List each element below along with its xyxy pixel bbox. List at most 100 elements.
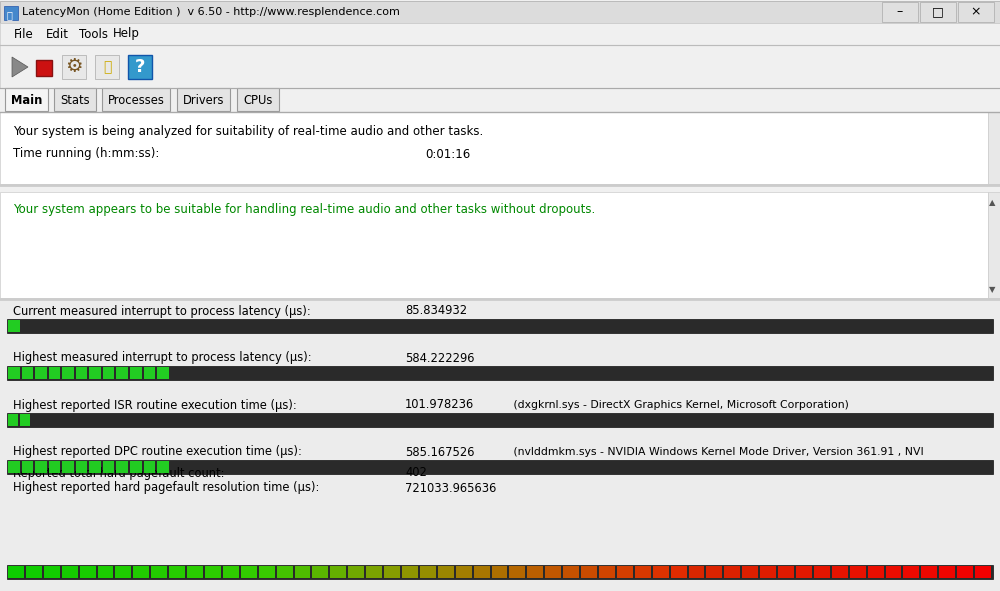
Bar bbox=[850, 566, 866, 578]
Bar bbox=[456, 566, 472, 578]
Bar bbox=[98, 566, 113, 578]
Bar bbox=[49, 461, 60, 473]
Bar bbox=[8, 320, 20, 332]
Bar bbox=[5, 88, 48, 111]
Bar bbox=[54, 88, 96, 111]
Bar bbox=[599, 566, 615, 578]
Bar bbox=[8, 367, 20, 379]
Text: Main: Main bbox=[11, 93, 42, 106]
Bar bbox=[144, 367, 155, 379]
Text: –: – bbox=[897, 5, 903, 18]
Bar bbox=[0, 299, 1000, 591]
Bar bbox=[7, 319, 993, 333]
Bar bbox=[635, 566, 651, 578]
Bar bbox=[988, 112, 1000, 184]
Bar bbox=[102, 88, 170, 111]
Bar bbox=[492, 566, 507, 578]
Bar bbox=[474, 566, 490, 578]
Bar bbox=[617, 566, 633, 578]
Text: Stats: Stats bbox=[60, 93, 90, 106]
Text: 584.222296: 584.222296 bbox=[405, 352, 475, 365]
Bar bbox=[115, 566, 131, 578]
Bar bbox=[671, 566, 687, 578]
Bar bbox=[36, 60, 52, 76]
Bar bbox=[151, 566, 167, 578]
Bar bbox=[7, 413, 993, 427]
Bar bbox=[80, 566, 96, 578]
Bar bbox=[89, 367, 101, 379]
Bar bbox=[169, 566, 185, 578]
Bar bbox=[22, 367, 33, 379]
Bar bbox=[187, 566, 203, 578]
Bar bbox=[958, 2, 994, 22]
Bar bbox=[0, 45, 1000, 88]
Text: File: File bbox=[14, 28, 34, 41]
Bar bbox=[20, 414, 30, 426]
Bar bbox=[832, 566, 848, 578]
Text: LatencyMon (Home Edition )  v 6.50 - http://www.resplendence.com: LatencyMon (Home Edition ) v 6.50 - http… bbox=[22, 7, 400, 17]
Text: Highest reported ISR routine execution time (µs):: Highest reported ISR routine execution t… bbox=[13, 398, 297, 411]
Bar bbox=[760, 566, 776, 578]
Text: ▼: ▼ bbox=[989, 285, 995, 294]
Text: CPUs: CPUs bbox=[243, 93, 273, 106]
Bar bbox=[4, 6, 18, 20]
Bar bbox=[295, 566, 310, 578]
Text: Time running (h:mm:ss):: Time running (h:mm:ss): bbox=[13, 148, 159, 161]
Bar bbox=[882, 2, 918, 22]
Bar bbox=[366, 566, 382, 578]
Bar bbox=[402, 566, 418, 578]
Bar bbox=[116, 461, 128, 473]
Bar bbox=[563, 566, 579, 578]
Text: ▲: ▲ bbox=[989, 198, 995, 207]
Bar bbox=[330, 566, 346, 578]
Bar bbox=[130, 461, 142, 473]
Bar bbox=[7, 366, 993, 380]
Bar bbox=[8, 414, 18, 426]
Bar bbox=[103, 367, 114, 379]
Bar bbox=[157, 367, 169, 379]
Bar bbox=[988, 192, 1000, 298]
Text: Your system is being analyzed for suitability of real-time audio and other tasks: Your system is being analyzed for suitab… bbox=[13, 125, 483, 138]
Bar bbox=[62, 461, 74, 473]
Bar bbox=[144, 461, 155, 473]
Bar bbox=[939, 566, 955, 578]
Text: Your system appears to be suitable for handling real-time audio and other tasks : Your system appears to be suitable for h… bbox=[13, 203, 595, 216]
Bar bbox=[62, 55, 86, 79]
Text: ×: × bbox=[971, 5, 981, 18]
Bar bbox=[384, 566, 400, 578]
Text: Processes: Processes bbox=[108, 93, 164, 106]
Bar bbox=[312, 566, 328, 578]
Text: Tools: Tools bbox=[79, 28, 108, 41]
Bar bbox=[26, 566, 42, 578]
Text: Current measured interrupt to process latency (µs):: Current measured interrupt to process la… bbox=[13, 304, 311, 317]
Text: 585.167526: 585.167526 bbox=[405, 446, 475, 459]
Text: Reported total hard pagefault count:: Reported total hard pagefault count: bbox=[13, 466, 224, 479]
Bar bbox=[527, 566, 543, 578]
Text: Highest reported DPC routine execution time (µs):: Highest reported DPC routine execution t… bbox=[13, 446, 302, 459]
Bar bbox=[0, 1, 1000, 23]
Bar bbox=[237, 88, 279, 111]
Bar bbox=[920, 2, 956, 22]
Bar bbox=[778, 566, 794, 578]
Bar bbox=[62, 566, 78, 578]
Text: □: □ bbox=[932, 5, 944, 18]
Text: 85.834932: 85.834932 bbox=[405, 304, 467, 317]
Bar bbox=[95, 55, 119, 79]
Text: (dxgkrnl.sys - DirectX Graphics Kernel, Microsoft Corporation): (dxgkrnl.sys - DirectX Graphics Kernel, … bbox=[510, 400, 849, 410]
Bar bbox=[76, 461, 87, 473]
Bar bbox=[921, 566, 937, 578]
Bar bbox=[89, 461, 101, 473]
Bar bbox=[35, 367, 47, 379]
Bar bbox=[724, 566, 740, 578]
Bar bbox=[0, 88, 1000, 112]
Text: ?: ? bbox=[135, 58, 145, 76]
Bar bbox=[49, 367, 60, 379]
Bar bbox=[259, 566, 275, 578]
Text: ⬜: ⬜ bbox=[103, 60, 111, 74]
Bar bbox=[8, 461, 20, 473]
Bar bbox=[742, 566, 758, 578]
Text: Highest measured interrupt to process latency (µs):: Highest measured interrupt to process la… bbox=[13, 352, 312, 365]
Bar bbox=[796, 566, 812, 578]
Bar bbox=[545, 566, 561, 578]
Bar bbox=[886, 566, 901, 578]
